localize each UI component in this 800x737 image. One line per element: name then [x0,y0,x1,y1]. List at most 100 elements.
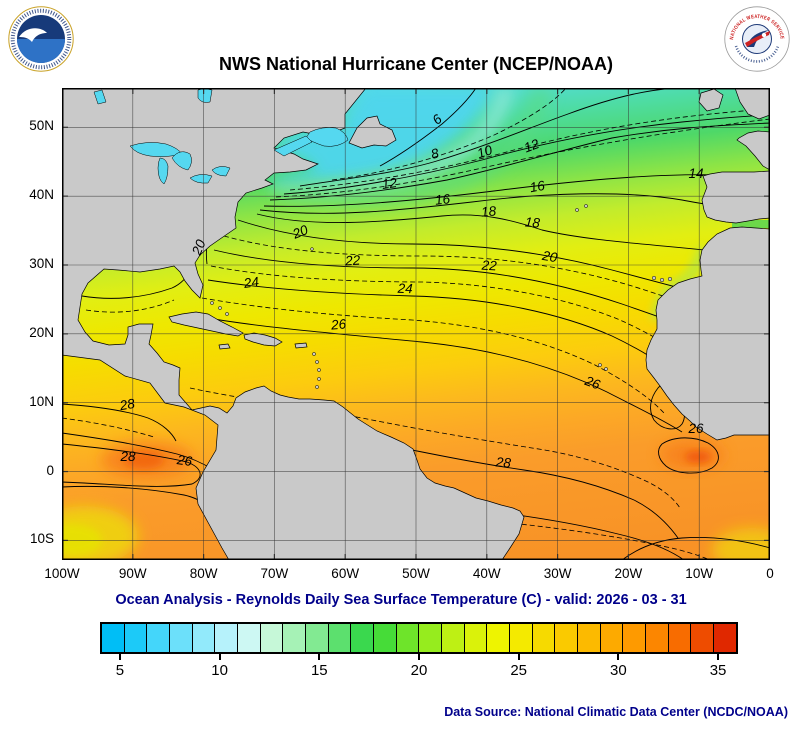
colorbar-cell [442,624,465,652]
lake-erie [189,174,213,184]
colorbar-cell [487,624,511,652]
map-frame [62,88,770,560]
colorbar-cell [600,624,624,652]
x-axis-label: 90W [118,566,147,581]
gridlines [62,88,770,560]
colorbar-cell [238,624,261,652]
colorbar-cell [714,624,736,652]
y-axis-label: 50N [29,118,54,134]
lake-michigan [157,157,169,185]
x-axis-label: 40W [472,566,501,581]
noaa-gull-icon [19,28,47,42]
cuba [168,311,244,337]
colorbar-tick [717,654,720,660]
data-source-text: Data Source: National Climatic Data Cent… [444,705,788,719]
colorbar-cell [215,624,239,652]
colorbar-tick [218,654,221,660]
x-axis-label: 0 [766,566,774,581]
lake-winnipeg [93,89,107,105]
contour-label: 18 [480,203,497,219]
nws-ring-bottom-decor [734,45,780,63]
colorbar-cell [328,624,352,652]
colorbar-cell [464,624,488,652]
x-axis-label: 100W [44,566,80,581]
contour-label: 8 [429,145,441,162]
colorbar-cell [124,624,148,652]
colorbar-tick-label: 35 [709,662,727,679]
contour-label: 18 [524,214,541,230]
noaa-ring-text-decor [10,8,72,70]
colorbar-tick-label: 30 [610,662,627,679]
colorbar-tick [617,654,620,660]
colorbar-cell [396,624,420,652]
colorbar [100,622,738,654]
x-axis-label: 10W [685,566,714,581]
page-title: NWS National Hurricane Center (NCEP/NOAA… [218,54,614,74]
james-bay [197,88,213,103]
x-axis-label: 70W [260,566,289,581]
contour-label: 12 [522,136,542,155]
colorbar-tick-label: 10 [211,662,228,679]
contour-label: 26 [687,421,704,436]
lake-huron [171,151,192,171]
contour-label: 26 [175,452,193,469]
x-axis-label: 80W [189,566,218,581]
noaa-logo [8,6,74,72]
colorbar-cell [510,624,533,652]
contour-label: 10 [475,142,494,161]
sst-map: 6 8 10 12 12 14 16 16 18 18 20 20 20 22 22 24 24 26 26 28 28… [30,87,792,572]
x-axis-label: 20W [614,566,643,581]
colorbar-tick-label: 15 [310,662,328,679]
colorbar-cell [306,624,329,652]
contour-label: 28 [118,396,137,414]
contour-label: 28 [119,449,136,464]
contour-label: 22 [480,258,497,274]
x-axis-label: 50W [402,566,430,581]
colorbar-tick-label: 20 [410,662,428,679]
colorbar-ticks [100,654,738,660]
africa [645,226,771,441]
colorbar-cell [691,624,715,652]
small-islands [210,204,673,389]
colorbar-cell [668,624,692,652]
colorbar-tick-label: 5 [115,662,125,679]
colorbar-cell [147,624,171,652]
colorbar-cell [260,624,284,652]
contour-label: 20 [540,248,559,266]
map-caption: Ocean Analysis - Reynolds Daily Sea Surf… [115,592,687,608]
x-axis-label: 30W [543,566,572,581]
colorbar-cell [623,624,647,652]
contour-label: 16 [434,191,451,208]
colorbar-tick [318,654,321,660]
colorbar-cell [192,624,216,652]
y-axis-label: 20N [29,324,54,340]
colorbar-tick [517,654,520,660]
contour-label: 22 [344,252,362,268]
nws-logo: NATIONAL WEATHER SERVICE [724,6,790,72]
colorbar-cell [646,624,669,652]
contour-label: 12 [381,175,398,192]
iberia [701,170,771,224]
colorbar-cell [578,624,601,652]
colorbar-labels: 5 10 15 20 25 30 35 [100,662,738,682]
colorbar-cell [102,624,125,652]
colorbar-cell [419,624,443,652]
y-axis-label: 0 [46,462,54,478]
newfoundland [348,115,397,149]
y-axis-label: 10S [29,531,54,547]
colorbar-cell [374,624,397,652]
france [736,130,771,171]
contour-label: 20 [290,222,311,242]
contour-label: 14 [688,166,703,181]
inland-water [93,88,349,185]
colorbar-cell [532,624,556,652]
contour-label: 26 [582,373,603,393]
colorbar-tick [118,654,121,660]
colorbar-tick-label: 25 [510,662,528,679]
colorbar-cell [283,624,307,652]
y-axis-label: 40N [29,187,54,203]
contour-label: 26 [329,316,347,332]
lake-ontario [211,166,231,177]
